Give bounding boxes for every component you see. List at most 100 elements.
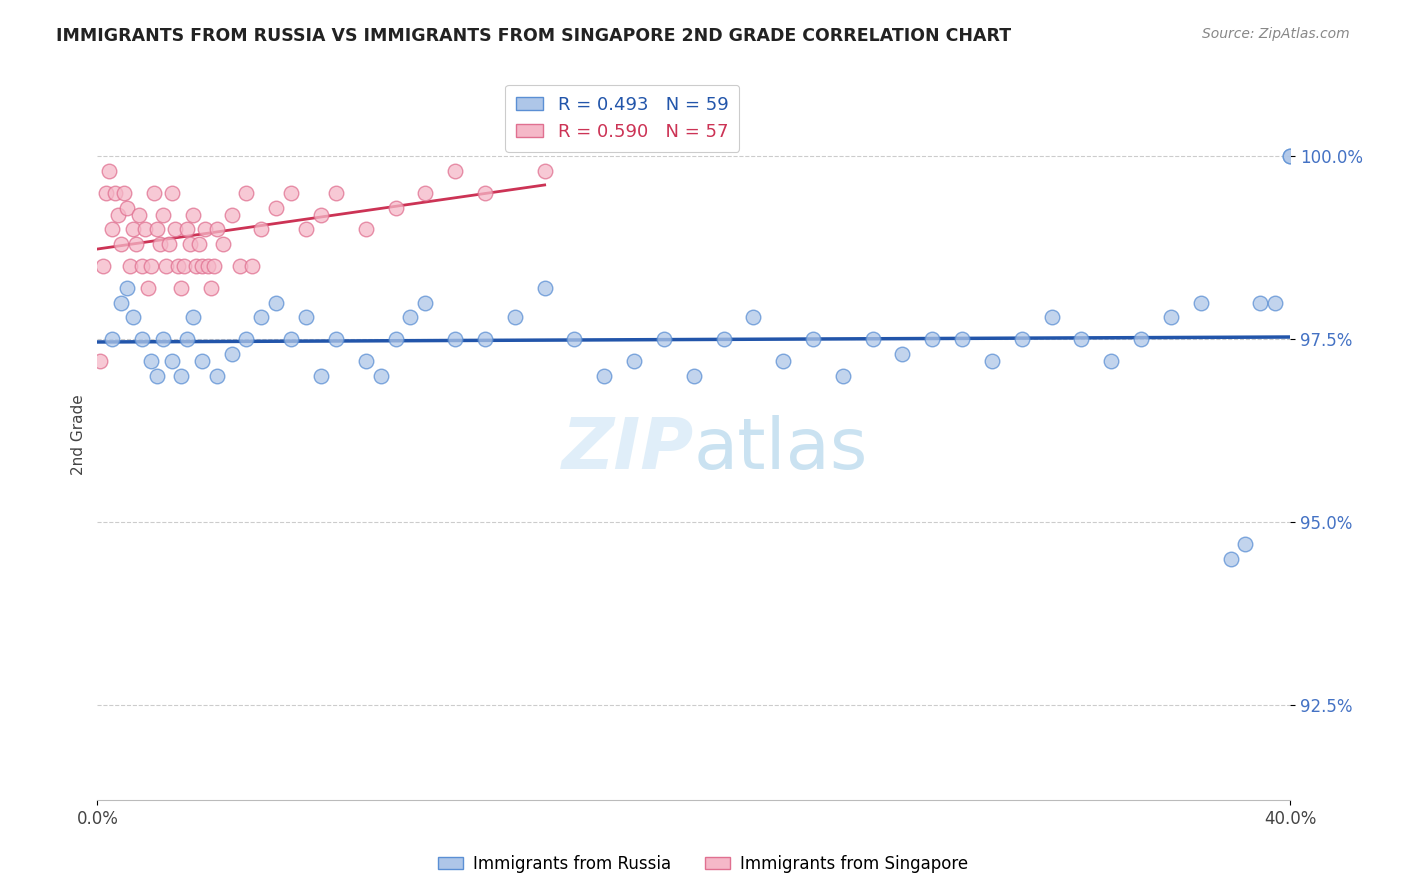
Point (221, 347, 243, 361)
Text: ZIP: ZIP (561, 415, 693, 483)
Point (98, 164, 121, 178)
Point (801, 332, 824, 346)
Point (250, 222, 273, 236)
Point (623, 354, 645, 368)
Point (91, 259, 114, 273)
Point (354, 222, 377, 236)
Point (235, 332, 257, 346)
Point (444, 332, 467, 346)
Point (250, 310, 273, 325)
Point (176, 222, 198, 236)
Point (115, 281, 138, 295)
Point (205, 222, 228, 236)
Text: Source: ZipAtlas.com: Source: ZipAtlas.com (1202, 27, 1350, 41)
Point (309, 208, 332, 222)
Point (197, 259, 219, 273)
Point (921, 332, 943, 346)
Point (325, 332, 347, 346)
Point (533, 281, 555, 295)
Legend: R = 0.493   N = 59, R = 0.590   N = 57: R = 0.493 N = 59, R = 0.590 N = 57 (505, 85, 740, 152)
Point (170, 281, 193, 295)
Point (384, 332, 406, 346)
Point (112, 186, 135, 200)
Point (146, 222, 169, 236)
Point (152, 332, 174, 346)
Point (176, 332, 198, 346)
Point (1264, 295, 1286, 310)
Point (295, 310, 318, 325)
Point (160, 354, 183, 368)
Point (184, 259, 207, 273)
Legend: Immigrants from Russia, Immigrants from Singapore: Immigrants from Russia, Immigrants from … (432, 848, 974, 880)
Point (101, 222, 124, 236)
Point (1279, 149, 1302, 163)
Point (190, 259, 212, 273)
Point (157, 237, 180, 252)
Point (264, 201, 287, 215)
Point (415, 295, 437, 310)
Point (309, 368, 332, 383)
Y-axis label: 2nd Grade: 2nd Grade (72, 394, 86, 475)
Point (1234, 537, 1257, 551)
Point (1130, 332, 1153, 346)
Point (179, 237, 201, 252)
Point (110, 237, 132, 252)
Point (131, 259, 153, 273)
Point (194, 222, 217, 236)
Point (160, 186, 183, 200)
Point (742, 310, 765, 325)
Point (221, 208, 243, 222)
Point (682, 368, 704, 383)
Text: atlas: atlas (693, 415, 868, 483)
Point (143, 186, 166, 200)
Point (101, 332, 124, 346)
Point (131, 332, 153, 346)
Point (1070, 332, 1092, 346)
Point (354, 354, 377, 368)
Point (181, 310, 204, 325)
Point (128, 208, 150, 222)
Point (831, 368, 853, 383)
Point (415, 186, 437, 200)
Point (134, 222, 156, 236)
Point (181, 208, 204, 222)
Point (190, 354, 212, 368)
Point (136, 281, 159, 295)
Point (107, 208, 129, 222)
Point (1011, 332, 1033, 346)
Point (163, 222, 186, 236)
Point (110, 295, 132, 310)
Point (152, 208, 174, 222)
Point (155, 259, 177, 273)
Point (280, 332, 302, 346)
Point (170, 368, 193, 383)
Point (862, 332, 884, 346)
Point (235, 186, 257, 200)
Point (187, 237, 209, 252)
Point (211, 237, 233, 252)
Point (205, 368, 228, 383)
Point (146, 368, 169, 383)
Point (89, 354, 111, 368)
Point (202, 259, 225, 273)
Point (713, 332, 735, 346)
Point (384, 201, 406, 215)
Point (120, 259, 142, 273)
Point (1249, 295, 1271, 310)
Point (115, 201, 138, 215)
Point (96, 186, 118, 200)
Point (1160, 310, 1182, 325)
Text: IMMIGRANTS FROM RUSSIA VS IMMIGRANTS FROM SINGAPORE 2ND GRADE CORRELATION CHART: IMMIGRANTS FROM RUSSIA VS IMMIGRANTS FRO… (56, 27, 1011, 45)
Point (149, 237, 172, 252)
Point (1189, 295, 1212, 310)
Point (1099, 354, 1122, 368)
Point (295, 222, 318, 236)
Point (564, 332, 586, 346)
Point (242, 259, 264, 273)
Point (1040, 310, 1063, 325)
Point (652, 332, 675, 346)
Point (444, 164, 467, 178)
Point (503, 310, 526, 325)
Point (370, 368, 392, 383)
Point (122, 310, 145, 325)
